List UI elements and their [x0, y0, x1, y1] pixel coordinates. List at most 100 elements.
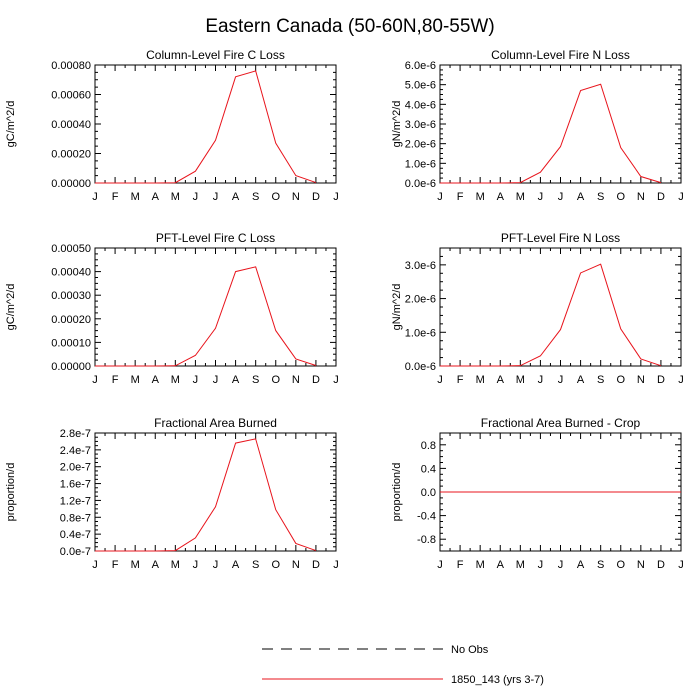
data-point: [640, 176, 641, 177]
y-tick-label: 0.00040: [51, 267, 91, 279]
y-tick-label: 4.0e-6: [405, 99, 436, 111]
y-tick-label: 0.4e-7: [60, 529, 91, 541]
y-tick-label: 0.00050: [51, 243, 91, 255]
data-point: [439, 491, 440, 492]
x-tick-label: O: [271, 559, 280, 571]
x-tick-label: J: [193, 191, 199, 203]
data-point: [560, 329, 561, 330]
x-tick-label: J: [213, 191, 219, 203]
plot-frame: [94, 247, 337, 367]
x-tick-label: S: [252, 559, 259, 571]
series-line: [95, 266, 317, 367]
x-tick-label: J: [92, 374, 98, 386]
x-tick-label: N: [292, 191, 300, 203]
y-tick-label: 0.00000: [51, 361, 91, 373]
y-axis-label: gC/m^2/d: [5, 284, 17, 331]
data-point: [520, 491, 521, 492]
data-point: [295, 358, 296, 359]
y-tick-label: 2.8e-7: [60, 428, 91, 440]
x-tick-label: D: [657, 374, 665, 386]
data-point: [620, 328, 621, 329]
data-point: [640, 358, 641, 359]
data-point: [480, 365, 481, 366]
x-tick-label: F: [112, 374, 119, 386]
x-tick-label: F: [457, 374, 464, 386]
series-line: [440, 83, 662, 184]
y-tick-label: 0.00020: [51, 314, 91, 326]
y-tick-label: 1.6e-7: [60, 479, 91, 491]
y-tick-label: 5.0e-6: [405, 80, 436, 92]
x-tick-label: J: [678, 559, 684, 571]
data-point: [275, 330, 276, 331]
y-tick-label: 0.00010: [51, 337, 91, 349]
y-tick-label: 2.4e-7: [60, 445, 91, 457]
data-point: [600, 84, 601, 85]
data-point: [135, 365, 136, 366]
panel-4: PFT-Level Fire N Loss gN/m^2/d 0.0e-6 1.0e-…: [391, 231, 684, 386]
x-tick-label: O: [616, 374, 625, 386]
x-tick-label: A: [152, 374, 160, 386]
x-tick-label: A: [232, 374, 240, 386]
x-tick-label: J: [92, 559, 98, 571]
x-tick-label: J: [558, 559, 564, 571]
y-tick-label: 0.00080: [51, 60, 91, 72]
y-tick-label: 0.8: [421, 440, 436, 452]
data-point: [255, 438, 256, 439]
y-tick-label: 3.0e-6: [405, 119, 436, 131]
plot-frame: [94, 64, 337, 184]
panel-3: PFT-Level Fire C Loss gC/m^2/d 0.00000 0.00…: [5, 231, 339, 386]
y-tick-label: 0.00030: [51, 290, 91, 302]
x-tick-label: J: [333, 374, 339, 386]
x-tick-label: J: [678, 374, 684, 386]
x-tick-label: M: [131, 191, 140, 203]
y-tick-label: 0.8e-7: [60, 512, 91, 524]
data-point: [295, 543, 296, 544]
data-point: [255, 70, 256, 71]
panel-title: Column-Level Fire N Loss: [491, 48, 630, 62]
plot-frame: [94, 432, 337, 552]
data-point: [660, 365, 661, 366]
x-tick-label: M: [476, 191, 485, 203]
y-axis-label: proportion/d: [391, 463, 403, 522]
x-tick-label: M: [516, 191, 525, 203]
y-tick-label: 2.0e-6: [405, 294, 436, 306]
series-line: [440, 263, 662, 367]
x-tick-label: S: [252, 374, 259, 386]
legend: No Obs 1850_143 (yrs 3-7): [262, 644, 544, 686]
data-point: [500, 491, 501, 492]
x-tick-label: D: [312, 559, 320, 571]
y-tick-label: 1.0e-6: [405, 158, 436, 170]
data-point: [580, 491, 581, 492]
x-tick-label: S: [597, 559, 604, 571]
data-point: [255, 266, 256, 267]
x-tick-label: J: [538, 559, 544, 571]
data-point: [439, 182, 440, 183]
x-tick-label: J: [558, 191, 564, 203]
x-tick-label: J: [193, 374, 199, 386]
legend-label: 1850_143 (yrs 3-7): [451, 674, 544, 686]
x-tick-label: J: [538, 191, 544, 203]
data-point: [459, 365, 460, 366]
data-point: [540, 172, 541, 173]
x-tick-label: S: [252, 191, 259, 203]
data-point: [560, 491, 561, 492]
data-point: [195, 171, 196, 172]
x-tick-label: J: [213, 559, 219, 571]
x-tick-label: O: [271, 374, 280, 386]
x-tick-label: M: [171, 374, 180, 386]
x-tick-label: J: [538, 374, 544, 386]
x-tick-label: A: [497, 374, 505, 386]
panel-2: Column-Level Fire N Loss gN/m^2/d 0.0e-6 1.…: [391, 48, 684, 203]
panel-title: Fractional Area Burned - Crop: [481, 416, 641, 430]
x-tick-label: M: [171, 191, 180, 203]
x-tick-label: F: [457, 191, 464, 203]
data-point: [235, 271, 236, 272]
data-point: [135, 550, 136, 551]
data-point: [135, 182, 136, 183]
x-tick-label: A: [497, 191, 505, 203]
data-point: [114, 182, 115, 183]
panel-title: PFT-Level Fire N Loss: [501, 231, 620, 245]
y-axis-label: gC/m^2/d: [5, 101, 17, 148]
x-tick-label: J: [213, 374, 219, 386]
